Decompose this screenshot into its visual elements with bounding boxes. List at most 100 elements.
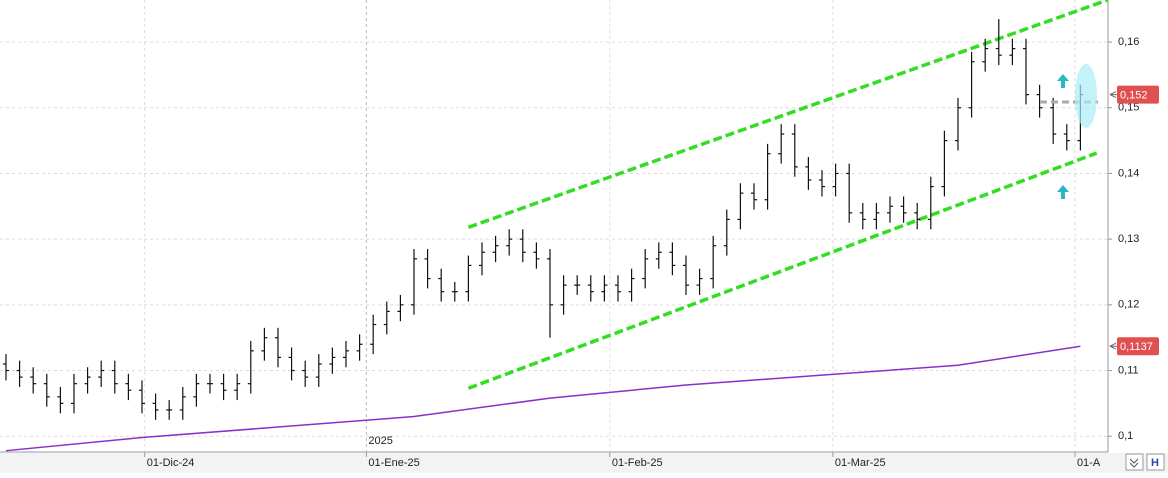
ohlc-bar [927, 176, 934, 230]
ohlc-bar [642, 248, 649, 289]
annotations [1040, 64, 1098, 199]
ohlc-bar [261, 327, 268, 361]
ohlc-bar [954, 97, 961, 151]
ohlc-bar [179, 386, 186, 420]
ohlc-bar [710, 235, 717, 289]
ohlc-bar [1022, 38, 1029, 105]
ohlc-bar [70, 373, 77, 414]
ohlc-bar [465, 255, 472, 302]
ohlc-bar [342, 340, 349, 368]
ohlc-bar [166, 400, 173, 420]
ohlc-bar [764, 143, 771, 210]
ohlc-bar [506, 229, 513, 256]
ohlc-bar [43, 373, 50, 407]
ohlc-bar [111, 360, 118, 394]
ohlc-bar [16, 360, 23, 387]
ohlc-bar [533, 242, 540, 269]
ohlc-bar [723, 209, 730, 256]
x-tick-label: 01-Ene-25 [368, 457, 419, 469]
highlight-ellipse [1075, 64, 1097, 128]
ohlc-bar [84, 367, 91, 394]
y-tick-label: 0,12 [1118, 299, 1139, 311]
up-arrow [1057, 185, 1069, 199]
up-arrow [1057, 74, 1069, 88]
ohlc-bar [234, 373, 241, 401]
ohlc-bar [696, 268, 703, 295]
ohlc-bar [1050, 97, 1057, 144]
save-icon: H [1151, 457, 1159, 469]
x-axis-band [0, 453, 1168, 473]
x-tick-label: 01-A [1077, 457, 1101, 469]
ohlc-bar [900, 196, 907, 223]
ohlc-bar [329, 347, 336, 374]
ohlc-bar [247, 340, 254, 394]
price-pointer [1109, 342, 1117, 350]
ohlc-bar [805, 157, 812, 190]
channel-line [467, 0, 1109, 229]
ohlc-bar [655, 242, 662, 269]
ohlc-bar [478, 242, 485, 276]
ohlc-bar [737, 183, 744, 230]
year-label: 2025 [368, 435, 392, 447]
ohlc-bar [206, 373, 213, 394]
price-label: 0,152 [1120, 90, 1148, 102]
ohlc-bar [2, 354, 9, 381]
plot-area [0, 0, 1108, 452]
y-tick-label: 0,15 [1118, 102, 1139, 114]
ohlc-bar [832, 163, 839, 197]
ohlc-bar [288, 347, 295, 381]
ohlc-bar [574, 275, 581, 295]
y-tick-label: 0,11 [1118, 364, 1139, 376]
ohlc-bar [995, 19, 1002, 66]
ohlc-bar [1009, 38, 1016, 66]
ohlc-bar [519, 229, 526, 263]
ohlc-bar [914, 203, 921, 230]
ohlc-bar [57, 386, 64, 414]
ohlc-bar [356, 334, 363, 361]
nav-buttons: H [1125, 453, 1165, 471]
ohlc-bar [302, 360, 309, 387]
scroll-icon [1129, 458, 1139, 468]
save-button[interactable] [1146, 453, 1165, 471]
ohlc-bar [846, 163, 853, 223]
x-tick-label: 01-Mar-25 [835, 457, 886, 469]
x-tick-label: 01-Dic-24 [147, 457, 195, 469]
ohlc-bar [125, 373, 132, 401]
ohlc-bar [546, 248, 553, 338]
ohlc-bar [873, 203, 880, 230]
y-tick-label: 0,13 [1118, 233, 1139, 245]
ohlc-bar [886, 196, 893, 223]
price-pointer [1109, 91, 1117, 99]
ohlc-bar [397, 294, 404, 322]
ohlc-bar [968, 51, 975, 118]
channel-line [467, 151, 1098, 390]
price-label: 0,1137 [1120, 341, 1153, 353]
ohlc-bar [410, 248, 417, 315]
ohlc-bar [818, 170, 825, 197]
ohlc-bar [1036, 84, 1043, 118]
ohlc-bar [30, 367, 37, 394]
ohlc-bar [628, 268, 635, 302]
ohlc-bar [560, 275, 567, 315]
price-label-box [1117, 337, 1159, 356]
ohlc-bar [614, 275, 621, 302]
ohlc-bar [601, 275, 608, 302]
ohlc-bar [791, 124, 798, 177]
y-tick-label: 0,1 [1118, 430, 1133, 442]
y-tick-label: 0,14 [1118, 167, 1139, 179]
ohlc-bar [274, 327, 281, 368]
y-tick-label: 0,16 [1118, 36, 1139, 48]
ohlc-bar [315, 354, 322, 387]
ohlc-bar [138, 380, 145, 414]
ohlc-bar [587, 275, 594, 302]
ohlc-bar [1063, 124, 1070, 151]
ohlc-bar [451, 281, 458, 302]
x-tick-label: 01-Feb-25 [612, 457, 663, 469]
ohlc-bar [438, 268, 445, 302]
ohlc-bar [778, 124, 785, 164]
ohlc-bar [193, 373, 200, 407]
ohlc-bar [982, 38, 989, 72]
ohlc-bar [424, 248, 431, 289]
ohlc-bar [941, 130, 948, 197]
